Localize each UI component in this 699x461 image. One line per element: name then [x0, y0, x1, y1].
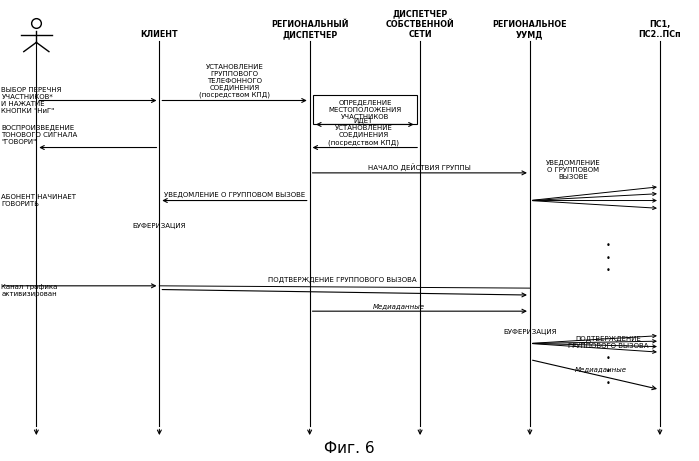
Text: Медиаданные: Медиаданные [373, 303, 424, 309]
Text: Канал трафика
активизирован: Канал трафика активизирован [1, 284, 58, 297]
Text: Медиаданные: Медиаданные [575, 366, 627, 372]
Text: УВЕДОМЛЕНИЕ
О ГРУППОВОМ
ВЫЗОВЕ: УВЕДОМЛЕНИЕ О ГРУППОВОМ ВЫЗОВЕ [546, 160, 600, 180]
Text: •
•
•: • • • [606, 354, 610, 388]
Text: БУФЕРИЗАЦИЯ: БУФЕРИЗАЦИЯ [133, 223, 186, 229]
Text: КЛИЕНТ: КЛИЕНТ [140, 30, 178, 39]
FancyBboxPatch shape [313, 95, 417, 124]
Text: Фиг. 6: Фиг. 6 [324, 441, 375, 456]
Text: ПС1,
ПС2..ПСп: ПС1, ПС2..ПСп [639, 20, 681, 39]
Text: АБОНЕНТ НАЧИНАЕТ
ГОВОРИТЬ: АБОНЕНТ НАЧИНАЕТ ГОВОРИТЬ [1, 194, 76, 207]
Text: БУФЕРИЗАЦИЯ: БУФЕРИЗАЦИЯ [503, 329, 556, 335]
Text: РЕГИОНАЛЬНЫЙ
ДИСПЕТЧЕР: РЕГИОНАЛЬНЫЙ ДИСПЕТЧЕР [271, 20, 348, 39]
Text: ПОДТВЕРЖДЕНИЕ
ГРУППОВОГО ВЫЗОВА: ПОДТВЕРЖДЕНИЕ ГРУППОВОГО ВЫЗОВА [568, 336, 649, 349]
Text: ОПРЕДЕЛЕНИЕ
МЕСТОПОЛОЖЕНИЯ
УЧАСТНИКОВ: ОПРЕДЕЛЕНИЕ МЕСТОПОЛОЖЕНИЯ УЧАСТНИКОВ [329, 100, 401, 119]
Text: УСТАНОВЛЕНИЕ
ГРУППОВОГО
ТЕЛЕФОННОГО
СОЕДИНЕНИЯ
(посредством КПД): УСТАНОВЛЕНИЕ ГРУППОВОГО ТЕЛЕФОННОГО СОЕД… [199, 64, 271, 98]
Text: УВЕДОМЛЕНИЕ О ГРУППОВОМ ВЫЗОВЕ: УВЕДОМЛЕНИЕ О ГРУППОВОМ ВЫЗОВЕ [164, 192, 305, 198]
Text: РЕГИОНАЛЬНОЕ
УУМД: РЕГИОНАЛЬНОЕ УУМД [493, 20, 567, 39]
Text: ВОСПРОИЗВЕДЕНИЕ
ТОНОВОГО СИГНАЛА
"ГОВОРИ": ВОСПРОИЗВЕДЕНИЕ ТОНОВОГО СИГНАЛА "ГОВОРИ… [1, 125, 78, 145]
Text: ДИСПЕТЧЕР
СОБСТВЕННОЙ
СЕТИ: ДИСПЕТЧЕР СОБСТВЕННОЙ СЕТИ [386, 9, 454, 39]
Text: ИДЕТ
УСТАНОВЛЕНИЕ
СОЕДИНЕНИЯ
(посредством КПД): ИДЕТ УСТАНОВЛЕНИЕ СОЕДИНЕНИЯ (посредство… [328, 118, 399, 146]
Text: НАЧАЛО ДЕЙСТВИЯ ГРУППЫ: НАЧАЛО ДЕЙСТВИЯ ГРУППЫ [368, 163, 471, 171]
Text: ПОДТВЕРЖДЕНИЕ ГРУППОВОГО ВЫЗОВА: ПОДТВЕРЖДЕНИЕ ГРУППОВОГО ВЫЗОВА [268, 277, 417, 283]
Text: •
•
•: • • • [606, 241, 610, 275]
Text: ВЫБОР ПЕРЕЧНЯ
УЧАСТНИКОВ*
И НАЖАТИЕ
КНОПКИ "НиГ": ВЫБОР ПЕРЕЧНЯ УЧАСТНИКОВ* И НАЖАТИЕ КНОП… [1, 87, 62, 114]
